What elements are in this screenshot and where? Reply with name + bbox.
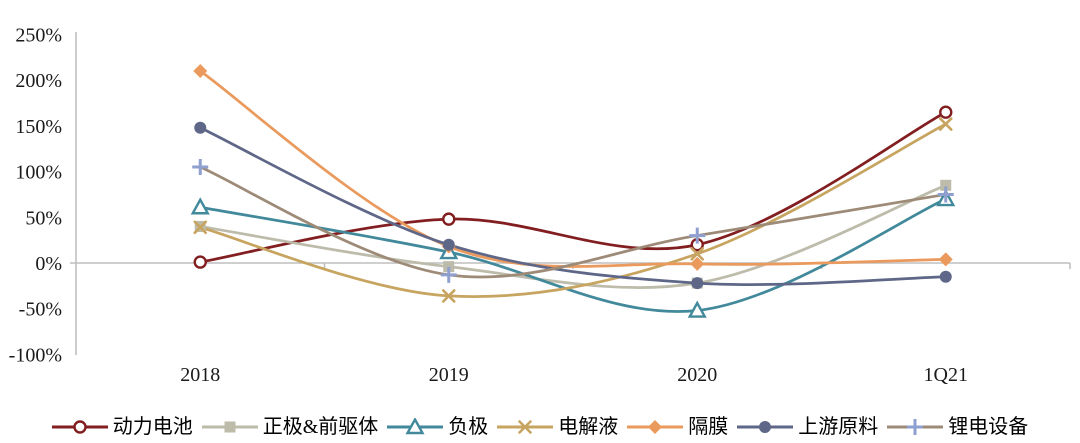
legend-item-cathode-precursor: 正极&前驱体 <box>201 416 379 438</box>
legend-item-lithium-equipment: 锂电设备 <box>887 417 1028 437</box>
y-axis-tick-label: -50% <box>19 299 62 321</box>
triangle-open-marker <box>687 300 707 318</box>
legend-swatch-lithium-equipment <box>887 419 944 435</box>
series-markers-power-battery <box>193 105 953 269</box>
diamond-marker <box>193 64 208 79</box>
x-axis-tick-label: 2020 <box>677 364 717 386</box>
circle-open-marker <box>193 255 207 269</box>
x-axis-tick-label: 1Q21 <box>924 364 968 386</box>
legend-label: 正极&前驱体 <box>262 416 379 438</box>
x-marker <box>193 220 208 235</box>
circle-marker <box>194 121 207 134</box>
triangle-open-marker <box>405 418 425 435</box>
series-line-electrolyte <box>198 122 948 298</box>
series-markers-lithium-equipment <box>192 159 954 283</box>
series-line-separator <box>198 69 948 268</box>
legend-swatch-upstream-materials <box>737 421 794 433</box>
legend-item-anode: 负极 <box>387 417 488 437</box>
legend-label: 动力电池 <box>112 416 193 438</box>
series-markers-upstream-materials <box>194 121 952 290</box>
series-line-upstream-materials <box>198 126 948 286</box>
square-marker <box>443 261 455 273</box>
diamond-marker <box>938 252 953 267</box>
legend-item-power-battery: 动力电池 <box>51 416 193 438</box>
circle-marker <box>442 238 455 251</box>
legend-label: 电解液 <box>558 416 619 438</box>
plus-marker <box>907 419 924 435</box>
plus-marker <box>689 227 706 244</box>
series-line-anode <box>198 197 948 313</box>
diamond-marker <box>648 420 663 434</box>
legend-item-separator: 隔膜 <box>627 417 728 437</box>
legend-label: 负极 <box>448 416 489 438</box>
plus-marker <box>192 159 209 176</box>
circle-marker <box>939 270 952 283</box>
x-axis-tick-label: 2018 <box>180 364 220 386</box>
y-axis-tick-label: 150% <box>15 116 62 138</box>
legend-swatch-electrolyte <box>497 420 554 434</box>
y-axis-tick-label: -100% <box>9 344 62 366</box>
legend-swatch-anode <box>387 418 444 435</box>
circle-open-marker <box>939 105 953 119</box>
plus-marker <box>937 186 954 203</box>
y-axis-tick-label: 50% <box>25 207 62 229</box>
x-marker <box>690 247 705 261</box>
y-axis-tick-label: 100% <box>15 162 62 184</box>
triangle-open-marker <box>190 197 210 215</box>
x-axis-tick-label: 2019 <box>429 364 469 386</box>
y-axis-tick-label: 200% <box>15 70 62 92</box>
x-marker <box>518 420 533 434</box>
legend-label: 隔膜 <box>688 416 729 438</box>
chart-legend: 动力电池 正极&前驱体 负极 电解液 隔膜 上游原料 锂电设备 <box>0 417 1080 437</box>
legend-item-upstream-materials: 上游原料 <box>737 417 878 437</box>
series-line-power-battery <box>198 110 948 264</box>
series-markers-electrolyte <box>193 117 953 303</box>
legend-label: 锂电设备 <box>948 416 1029 438</box>
y-axis-tick-label: 0% <box>35 253 62 275</box>
series-line-lithium-equipment <box>198 165 948 279</box>
square-marker <box>940 179 952 191</box>
series-markers-anode <box>190 189 956 318</box>
circle-open-marker <box>73 420 87 434</box>
plus-marker <box>440 266 457 283</box>
x-marker <box>441 289 456 303</box>
legend-item-electrolyte: 电解液 <box>497 417 618 437</box>
legend-swatch-separator <box>627 420 684 434</box>
square-marker <box>224 421 236 433</box>
circle-open-marker <box>442 212 456 226</box>
y-axis-tick-label: 250% <box>15 25 62 47</box>
legend-swatch-cathode-precursor <box>201 421 258 433</box>
diamond-marker <box>690 256 705 271</box>
legend-swatch-power-battery <box>51 420 108 434</box>
legend-label: 上游原料 <box>798 416 879 438</box>
x-marker <box>938 117 953 131</box>
circle-marker <box>691 277 704 290</box>
plot-area: 250% 200% 150% 100% 50% 0% -50% -100% 2018 2019 20… <box>9 25 1071 386</box>
circle-marker <box>759 421 772 433</box>
